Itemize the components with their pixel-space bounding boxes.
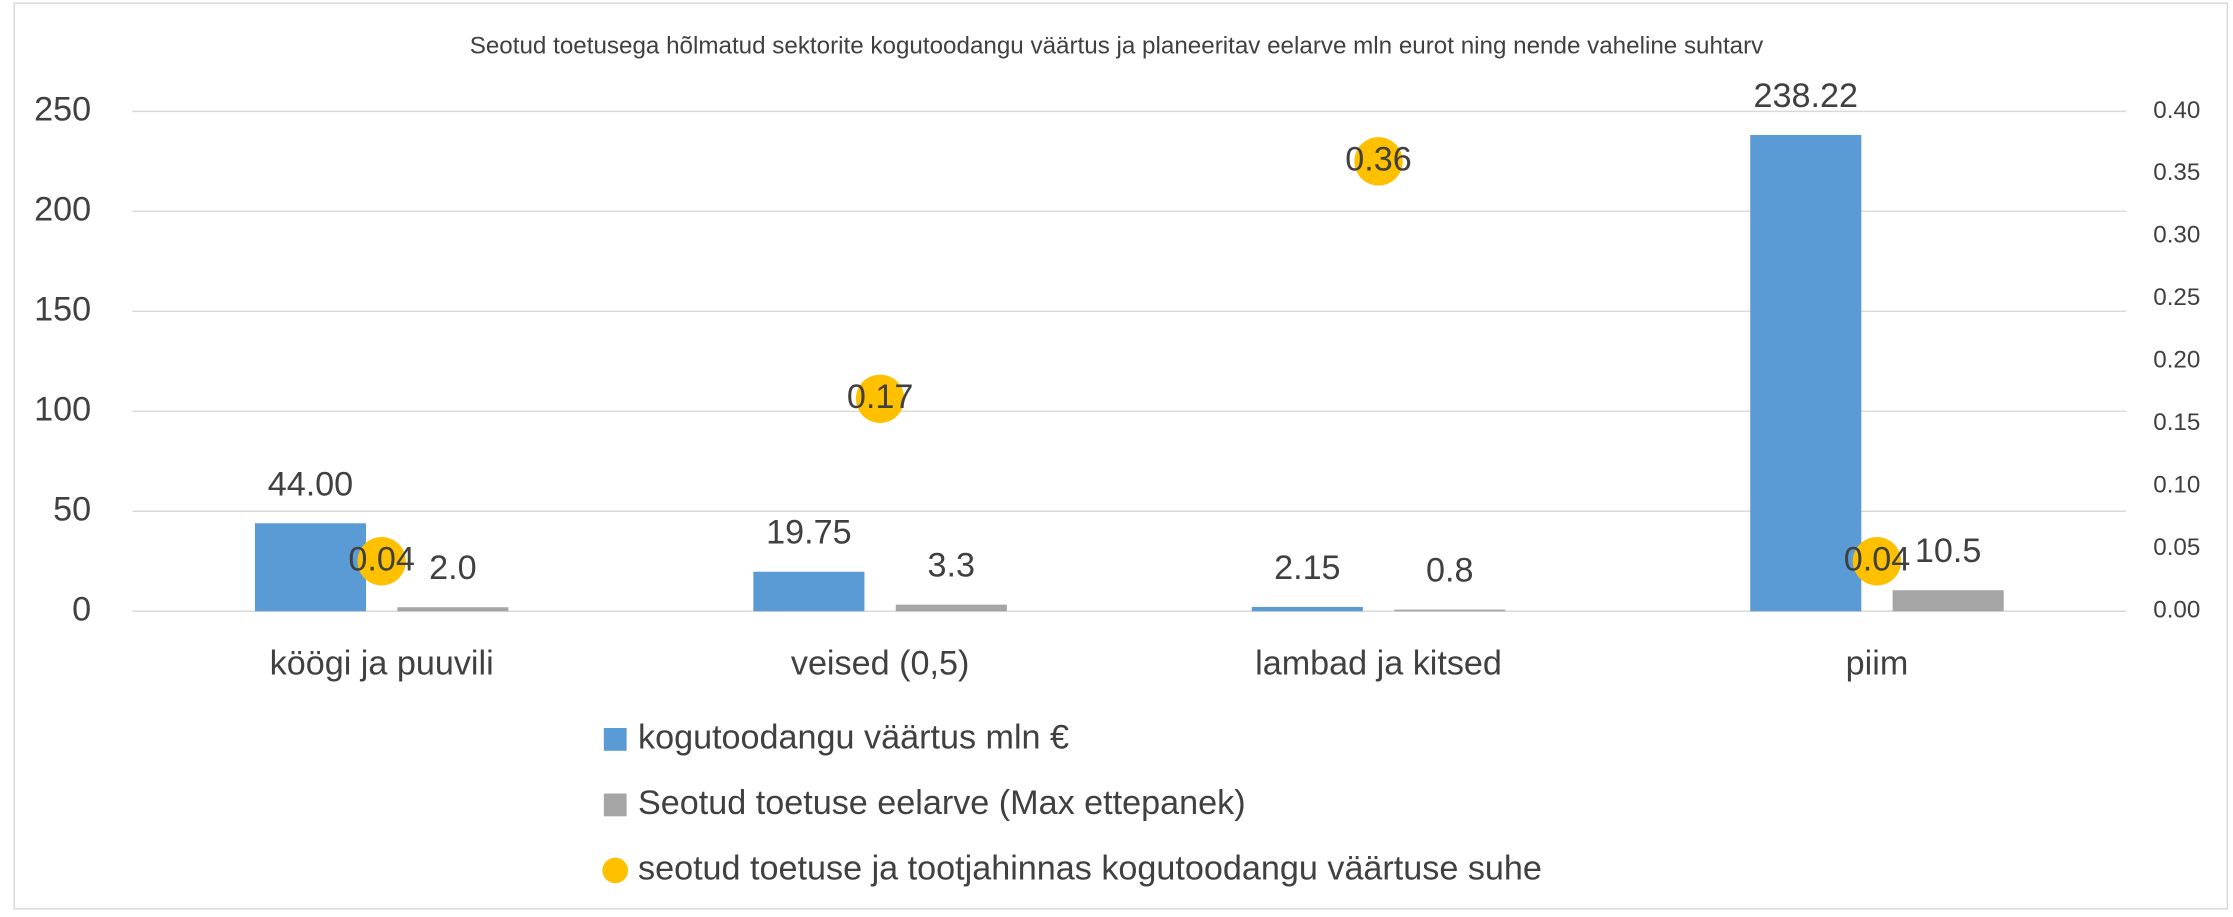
y2-tick-label: 0.35: [2153, 159, 2200, 186]
legend-swatch: [602, 857, 629, 884]
bar: [1750, 134, 1862, 612]
data-label: 19.75: [766, 514, 851, 552]
y2-tick-label: 0.00: [2153, 597, 2200, 624]
data-label: 0.36: [1345, 140, 1411, 178]
dot: [1354, 137, 1403, 186]
x-tick-label: lambad ja kitsed: [1255, 644, 1502, 682]
chart-frame: [13, 2, 2229, 910]
bar: [397, 607, 509, 612]
y-tick-label: 100: [34, 390, 91, 428]
data-label: 2.0: [429, 549, 476, 587]
data-label: 0.04: [348, 540, 414, 578]
bar: [1251, 606, 1363, 612]
y2-tick-label: 0.30: [2153, 222, 2200, 249]
data-label: 44.00: [268, 465, 353, 503]
legend-swatch: [603, 793, 627, 817]
x-tick-label: köögi ja puuvili: [270, 644, 494, 682]
legend-swatch: [603, 728, 627, 751]
y2-tick-label: 0.20: [2153, 347, 2200, 374]
x-tick-label: veised (0,5): [791, 644, 969, 682]
dot: [357, 537, 406, 586]
y2-tick-label: 0.15: [2153, 409, 2200, 436]
bar: [1394, 609, 1506, 612]
data-label: 0.17: [847, 378, 913, 416]
y2-tick-label: 0.40: [2153, 97, 2200, 124]
data-label: 2.15: [1274, 549, 1340, 587]
bar: [254, 523, 366, 612]
dot: [1852, 537, 1902, 586]
y-tick-label: 0: [72, 590, 91, 628]
bar: [895, 604, 1007, 612]
data-label: 10.5: [1915, 532, 1981, 570]
legend-label: Seotud toetuse eelarve (Max ettepanek): [638, 784, 1246, 822]
data-label: 0.8: [1426, 552, 1473, 590]
bar: [753, 571, 865, 612]
y-tick-label: 150: [34, 290, 91, 328]
y2-tick-label: 0.10: [2153, 472, 2200, 499]
data-label: 238.22: [1754, 77, 1858, 115]
x-tick-label: piim: [1846, 644, 1909, 682]
legend-label: kogutoodangu väärtus mln €: [638, 718, 1069, 756]
chart-title: Seotud toetusega hõlmatud sektorite kogu…: [470, 33, 1764, 60]
dot: [855, 374, 905, 423]
y2-tick-label: 0.25: [2153, 284, 2200, 311]
bar: [1892, 590, 2004, 612]
y-tick-label: 250: [34, 90, 91, 128]
legend-label: seotud toetuse ja tootjahinnas kogutooda…: [638, 849, 1542, 887]
data-label: 3.3: [928, 547, 975, 585]
data-label: 0.04: [1844, 540, 1910, 578]
y2-tick-label: 0.05: [2153, 534, 2200, 561]
y-tick-label: 50: [53, 490, 91, 528]
y-tick-label: 200: [34, 190, 91, 228]
